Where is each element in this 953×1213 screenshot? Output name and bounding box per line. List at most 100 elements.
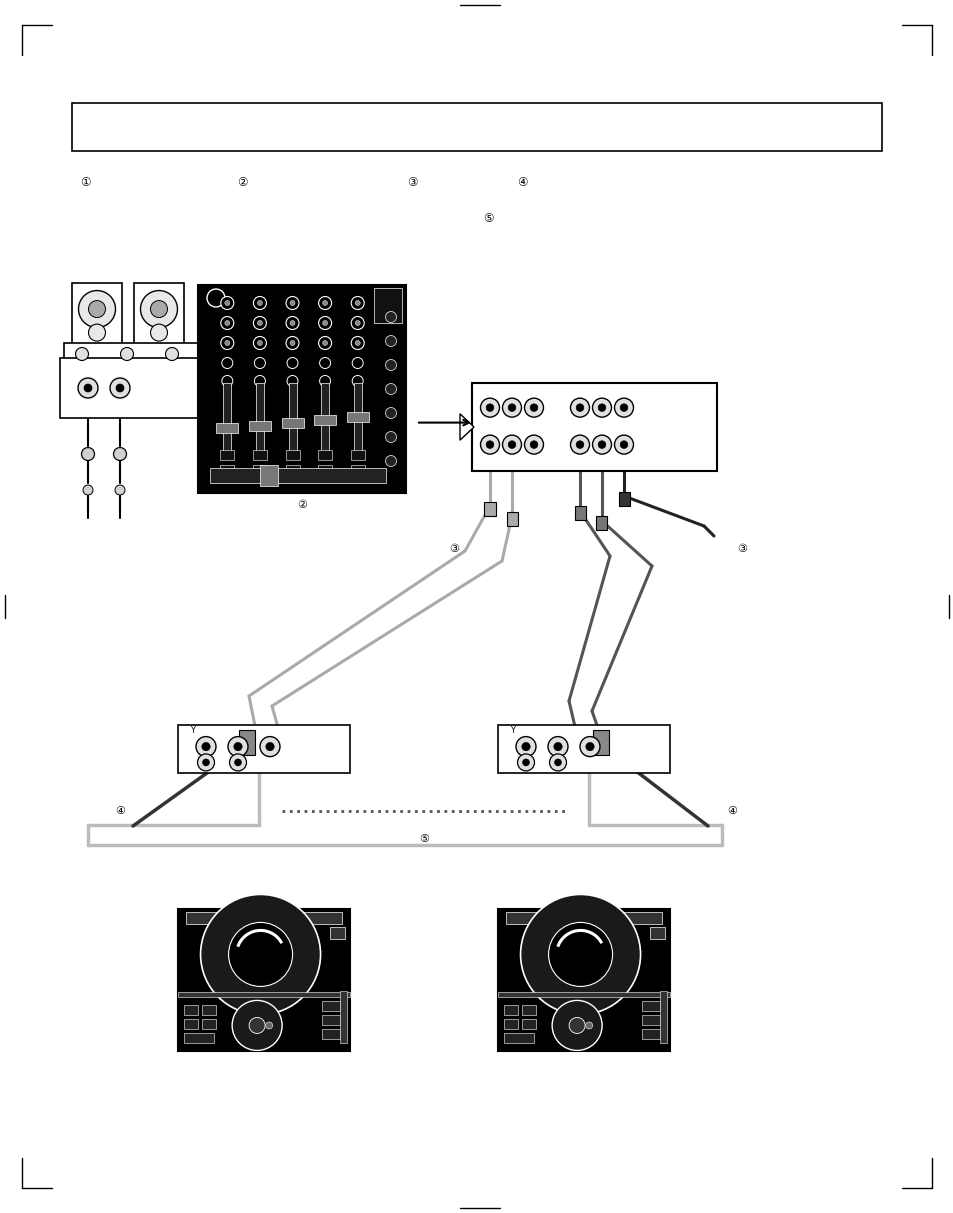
Circle shape	[225, 320, 230, 325]
Circle shape	[351, 317, 364, 330]
Bar	[202, 1019, 215, 1029]
Circle shape	[89, 324, 106, 341]
Circle shape	[207, 289, 225, 307]
Circle shape	[385, 359, 396, 370]
Circle shape	[480, 398, 499, 417]
Circle shape	[351, 336, 364, 349]
Bar	[484, 502, 495, 516]
Circle shape	[502, 398, 521, 417]
Bar	[186, 912, 341, 924]
Circle shape	[598, 404, 605, 411]
Circle shape	[202, 759, 210, 765]
Bar	[60, 358, 202, 418]
Circle shape	[486, 440, 494, 449]
Circle shape	[520, 894, 639, 1014]
Bar	[239, 730, 254, 754]
Circle shape	[257, 301, 262, 306]
Circle shape	[287, 358, 297, 369]
Circle shape	[530, 440, 537, 449]
Bar	[659, 991, 666, 1043]
Circle shape	[89, 301, 106, 318]
Circle shape	[355, 301, 360, 306]
Bar	[641, 1001, 659, 1010]
Circle shape	[598, 440, 605, 449]
Bar	[223, 383, 231, 455]
Bar	[71, 283, 122, 344]
Bar	[351, 450, 364, 460]
Circle shape	[385, 456, 396, 467]
Circle shape	[229, 922, 293, 986]
Bar	[285, 450, 299, 460]
Bar	[374, 287, 401, 323]
Circle shape	[318, 296, 332, 309]
Text: ④: ④	[517, 177, 527, 189]
Text: ③: ③	[449, 543, 458, 554]
Circle shape	[517, 754, 534, 771]
Text: ②: ②	[296, 500, 307, 509]
Circle shape	[516, 736, 536, 757]
Circle shape	[614, 435, 633, 454]
Bar	[249, 421, 271, 431]
Circle shape	[322, 301, 327, 306]
Circle shape	[75, 347, 89, 360]
Text: ①: ①	[80, 177, 91, 189]
Circle shape	[265, 1021, 273, 1029]
Circle shape	[385, 383, 396, 394]
Circle shape	[480, 435, 499, 454]
Circle shape	[318, 336, 332, 349]
Text: ③: ③	[406, 177, 416, 189]
Circle shape	[115, 485, 125, 495]
Bar	[281, 417, 303, 428]
Circle shape	[254, 376, 265, 387]
Circle shape	[228, 736, 248, 757]
Bar	[497, 725, 669, 773]
Text: ②: ②	[236, 177, 247, 189]
Circle shape	[253, 296, 266, 309]
Text: ④: ④	[726, 805, 737, 816]
Circle shape	[286, 296, 298, 309]
Circle shape	[286, 317, 298, 330]
Bar	[351, 465, 364, 475]
Polygon shape	[459, 414, 474, 440]
Circle shape	[78, 378, 98, 398]
Circle shape	[319, 358, 331, 369]
Bar	[317, 465, 332, 475]
Circle shape	[614, 398, 633, 417]
Bar	[497, 909, 669, 1050]
Circle shape	[254, 358, 265, 369]
Circle shape	[530, 404, 537, 411]
Bar	[210, 468, 386, 483]
Bar	[593, 730, 608, 754]
Bar	[354, 383, 361, 455]
Bar	[503, 1019, 517, 1029]
Circle shape	[220, 317, 233, 330]
Bar	[596, 516, 607, 530]
Bar	[314, 415, 335, 425]
Circle shape	[351, 296, 364, 309]
Circle shape	[579, 736, 599, 757]
Bar	[202, 1006, 215, 1015]
Circle shape	[232, 1001, 282, 1050]
Bar	[322, 1001, 339, 1010]
Circle shape	[355, 341, 360, 346]
Circle shape	[290, 320, 294, 325]
Circle shape	[221, 376, 233, 387]
Bar	[503, 1006, 517, 1015]
Circle shape	[486, 404, 494, 411]
Text: ④: ④	[115, 805, 125, 816]
Bar	[288, 383, 296, 455]
Bar	[253, 465, 267, 475]
Bar	[285, 465, 299, 475]
Bar	[472, 383, 717, 471]
Circle shape	[202, 742, 210, 751]
Circle shape	[355, 320, 360, 325]
Circle shape	[220, 336, 233, 349]
Bar	[322, 1029, 339, 1040]
Circle shape	[508, 440, 516, 449]
Text: Y: Y	[190, 727, 194, 735]
Circle shape	[585, 1021, 592, 1029]
Bar	[184, 1006, 198, 1015]
Circle shape	[592, 435, 611, 454]
Circle shape	[548, 922, 612, 986]
Bar	[317, 450, 332, 460]
